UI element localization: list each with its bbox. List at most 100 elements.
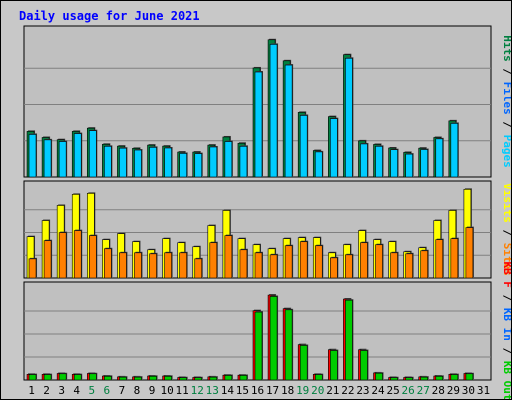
bar-pages-day-27: [420, 149, 429, 178]
day-label-26: 26: [402, 384, 415, 397]
bar-pages-day-3: [58, 141, 67, 178]
bar-pages-day-20: [314, 151, 323, 178]
bar-pages-day-13: [209, 146, 218, 178]
bar-sites-day-18: [284, 245, 293, 279]
day-label-21: 21: [326, 384, 339, 397]
day-label-31: 31: [477, 384, 490, 397]
legend-item: Sites: [501, 243, 511, 276]
bar-pages-day-21: [330, 118, 338, 178]
bar-sites-day-30: [465, 227, 474, 279]
bar-kb-in-day-23: [360, 350, 368, 381]
bar-kb-in-day-5: [88, 373, 97, 381]
bar-pages-day-4: [73, 133, 82, 178]
bar-pages-day-29: [450, 123, 459, 178]
day-label-27: 27: [417, 384, 430, 397]
bar-kb-in-day-24: [375, 372, 383, 381]
day-label-23: 23: [356, 384, 369, 397]
bar-pages-day-7: [119, 147, 127, 178]
bar-pages-day-16: [254, 71, 263, 178]
legend-3: KB F / KB In / KB Out: [501, 261, 511, 399]
day-label-8: 8: [134, 384, 141, 397]
bar-kb-in-day-2: [43, 374, 52, 381]
bar-pages-day-11: [179, 153, 187, 178]
bar-sites-day-25: [390, 252, 398, 279]
day-label-30: 30: [462, 384, 475, 397]
bar-kb-in-day-13: [209, 376, 218, 381]
legend-item: /: [501, 295, 511, 302]
bar-kb-in-day-7: [119, 376, 127, 381]
bar-kb-in-day-11: [179, 377, 187, 381]
day-label-4: 4: [73, 384, 80, 397]
bar-kb-in-day-15: [239, 375, 248, 381]
bar-pages-day-12: [194, 153, 203, 178]
legend-item: KB F: [501, 261, 511, 288]
bar-pages-day-25: [390, 149, 398, 178]
bar-kb-in-day-27: [420, 376, 429, 381]
bar-sites-day-26: [405, 253, 413, 279]
day-label-12: 12: [191, 384, 204, 397]
bar-sites-day-20: [314, 245, 323, 279]
bar-pages-day-6: [104, 146, 112, 178]
bar-kb-in-day-17: [269, 296, 278, 381]
legend-item: /: [501, 348, 511, 355]
day-label-2: 2: [43, 384, 50, 397]
bar-sites-day-14: [224, 235, 233, 279]
bar-kb-in-day-9: [149, 376, 157, 381]
bar-sites-day-4: [73, 230, 82, 279]
bar-sites-day-5: [88, 235, 97, 279]
day-label-24: 24: [371, 384, 385, 397]
bar-sites-day-21: [330, 257, 338, 279]
bar-kb-in-day-22: [345, 299, 353, 381]
bar-pages-day-5: [88, 130, 97, 178]
bar-pages-day-26: [405, 153, 413, 178]
bar-kb-in-day-28: [435, 376, 444, 381]
bar-sites-day-13: [209, 242, 218, 279]
bar-sites-day-16: [254, 252, 263, 279]
legend-item: Pages: [501, 135, 511, 168]
day-label-13: 13: [206, 384, 219, 397]
bar-sites-day-27: [420, 250, 429, 279]
day-label-6: 6: [104, 384, 111, 397]
bar-pages-day-28: [435, 138, 444, 178]
bar-sites-day-3: [58, 232, 67, 279]
bar-kb-in-day-21: [330, 350, 338, 381]
day-label-9: 9: [149, 384, 156, 397]
bar-kb-in-day-1: [28, 374, 37, 381]
legend-item: /: [501, 68, 511, 75]
bar-pages-day-8: [134, 149, 142, 178]
bar-sites-day-29: [450, 238, 459, 279]
chart-title: Daily usage for June 2021: [19, 9, 200, 23]
bar-pages-day-22: [345, 57, 353, 178]
bar-sites-day-28: [435, 239, 444, 279]
day-label-18: 18: [281, 384, 294, 397]
day-label-11: 11: [176, 384, 189, 397]
day-label-16: 16: [251, 384, 264, 397]
bar-kb-in-day-20: [314, 374, 323, 381]
legend-item: KB Out: [501, 361, 511, 399]
bar-sites-day-1: [28, 258, 37, 279]
day-label-5: 5: [88, 384, 95, 397]
bar-kb-in-day-18: [284, 309, 293, 381]
bar-sites-day-11: [179, 252, 187, 279]
bar-kb-in-day-25: [390, 377, 398, 381]
day-label-19: 19: [296, 384, 309, 397]
bar-sites-day-24: [375, 244, 383, 279]
bar-pages-day-17: [269, 44, 278, 178]
day-label-14: 14: [221, 384, 235, 397]
day-label-10: 10: [160, 384, 173, 397]
bar-kb-in-day-26: [405, 377, 413, 381]
bar-pages-day-1: [28, 134, 37, 178]
bar-pages-day-18: [284, 64, 293, 178]
day-label-29: 29: [447, 384, 460, 397]
bar-pages-day-19: [299, 115, 308, 178]
bar-kb-in-day-30: [465, 373, 474, 381]
bar-sites-day-15: [239, 249, 248, 279]
day-label-1: 1: [28, 384, 35, 397]
day-label-15: 15: [236, 384, 249, 397]
day-label-20: 20: [311, 384, 324, 397]
bar-kb-in-day-19: [299, 345, 308, 381]
bar-sites-day-10: [164, 252, 172, 279]
bar-pages-day-10: [164, 147, 172, 178]
